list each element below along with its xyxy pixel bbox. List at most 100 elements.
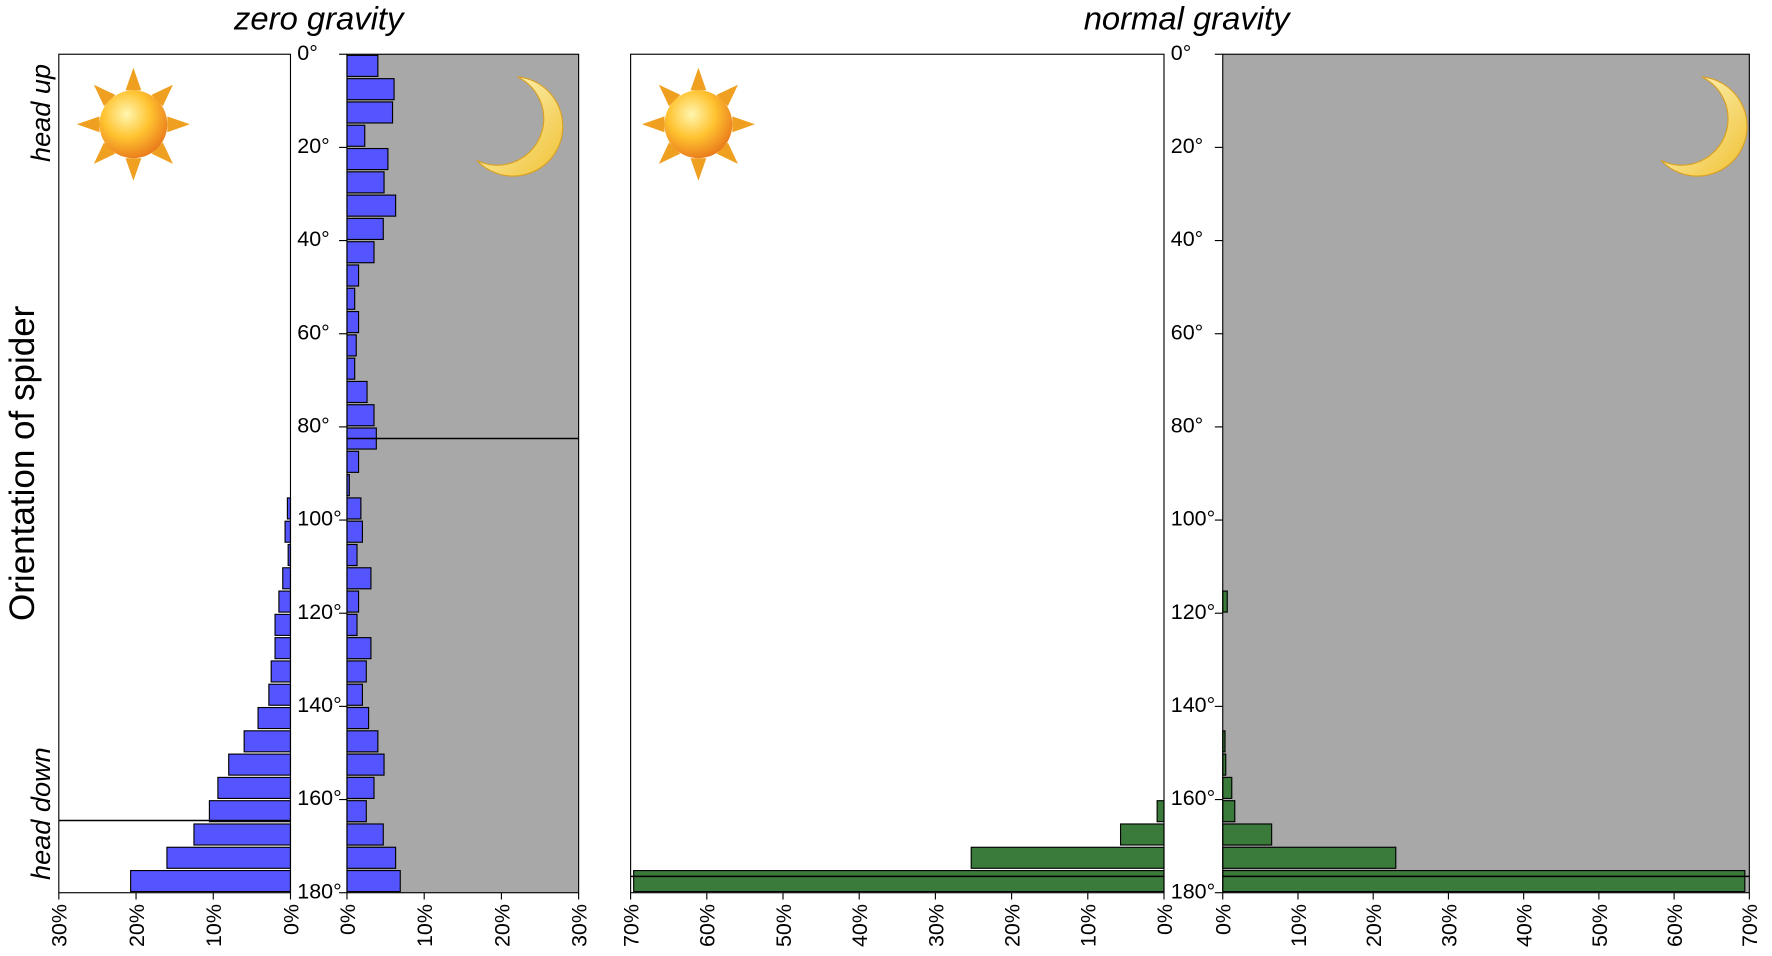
x-tick-label: 70% xyxy=(620,904,644,947)
y-tick-label: 120° xyxy=(297,600,341,624)
bar xyxy=(346,730,379,753)
panel-frame xyxy=(630,53,1165,894)
x-tick-label: 20% xyxy=(1362,904,1386,947)
bar xyxy=(346,78,395,101)
bar xyxy=(346,241,375,264)
bar xyxy=(1119,823,1165,846)
bar xyxy=(1222,800,1236,823)
x-tick-label: 60% xyxy=(1663,904,1687,947)
moon-icon xyxy=(476,76,564,177)
bar xyxy=(346,404,375,427)
x-tick-label: 20% xyxy=(490,904,514,947)
y-tick-label: 40° xyxy=(1171,227,1203,251)
bar xyxy=(346,380,368,404)
y-tick-label: 180° xyxy=(1171,879,1215,903)
moon-icon xyxy=(1660,76,1748,177)
panel-frame xyxy=(346,53,580,894)
bar xyxy=(1156,800,1165,823)
plots: 0° 20° 40° 60° 80° 100° 120° 140° 160° 180° 30% 20%… xyxy=(48,41,1763,947)
y-tick-label: 20° xyxy=(1171,134,1203,158)
bar xyxy=(284,520,292,543)
bar xyxy=(193,823,292,846)
bar xyxy=(346,334,357,357)
bar xyxy=(346,450,360,473)
x-tick-label: 10% xyxy=(1077,904,1101,947)
bar xyxy=(346,287,356,310)
y-tick-label: 60° xyxy=(297,320,329,344)
y-tick-label: 20° xyxy=(297,134,329,158)
x-tick-label: 50% xyxy=(772,904,796,947)
chart-title: zero gravity xyxy=(233,0,406,36)
bar xyxy=(270,660,292,683)
y-tick-label: 40° xyxy=(297,227,329,251)
bar xyxy=(346,776,375,799)
y-tick-label: 160° xyxy=(1171,786,1215,810)
bar xyxy=(346,660,367,683)
bar xyxy=(346,217,384,241)
bar xyxy=(346,311,360,334)
bar xyxy=(346,543,358,567)
x-tick-label: 30% xyxy=(568,904,592,947)
x-tick-label: 30% xyxy=(1437,904,1461,947)
y-tick-label: 120° xyxy=(1171,600,1215,624)
bar xyxy=(1222,590,1228,613)
backgrounds xyxy=(346,54,1750,893)
x-tick-label: 0% xyxy=(1153,904,1177,935)
bar xyxy=(346,567,372,590)
night-panel xyxy=(346,54,579,893)
bar xyxy=(346,800,367,823)
y-tick-label: 100° xyxy=(297,507,341,531)
bar xyxy=(346,264,360,287)
y-tick-label: 140° xyxy=(1171,693,1215,717)
bar xyxy=(346,54,379,77)
bar xyxy=(166,846,292,869)
bar xyxy=(346,194,397,217)
bar xyxy=(970,846,1165,869)
icons xyxy=(76,67,1748,181)
bar xyxy=(268,683,292,706)
bar xyxy=(346,124,366,147)
panel-frame xyxy=(58,53,292,894)
sun-icon xyxy=(641,67,755,181)
x-tick-label: 10% xyxy=(1287,904,1311,947)
bar xyxy=(346,171,385,194)
y-tick-label: 100° xyxy=(1171,507,1215,531)
bar xyxy=(346,357,356,380)
x-tick-label: 40% xyxy=(1513,904,1537,947)
x-tick-label: 0% xyxy=(336,904,360,935)
bar xyxy=(282,567,292,590)
bar xyxy=(1222,846,1397,869)
bar xyxy=(130,869,292,893)
bar xyxy=(1222,823,1273,846)
bar xyxy=(346,846,397,869)
bar xyxy=(1222,869,1746,893)
x-tick-label: 70% xyxy=(1738,904,1762,947)
x-tick-label: 50% xyxy=(1588,904,1612,947)
y-tick-label: 160° xyxy=(297,786,341,810)
annotation: head down xyxy=(25,747,56,880)
x-tick-label: 20% xyxy=(125,904,149,947)
night-panel xyxy=(1222,54,1750,893)
bar xyxy=(346,520,363,543)
bar xyxy=(228,753,292,776)
bar xyxy=(346,101,394,124)
x-tick-label: 60% xyxy=(696,904,720,947)
bar xyxy=(633,869,1165,893)
bar xyxy=(257,706,292,730)
annotation: head up xyxy=(25,64,56,162)
x-tick-label: 0% xyxy=(1212,904,1236,935)
bar xyxy=(346,823,384,846)
bar xyxy=(346,683,363,706)
bar xyxy=(346,753,385,776)
x-tick-label: 20% xyxy=(1001,904,1025,947)
bar xyxy=(278,590,292,613)
y-tick-label: 140° xyxy=(297,693,341,717)
bar xyxy=(346,590,360,613)
chart-title: normal gravity xyxy=(1084,0,1292,36)
x-tick-label: 40% xyxy=(848,904,872,947)
x-tick-label: 30% xyxy=(924,904,948,947)
x-tick-label: 0% xyxy=(279,904,303,935)
y-tick-label: 0° xyxy=(1171,41,1192,65)
sun-icon xyxy=(76,67,190,181)
